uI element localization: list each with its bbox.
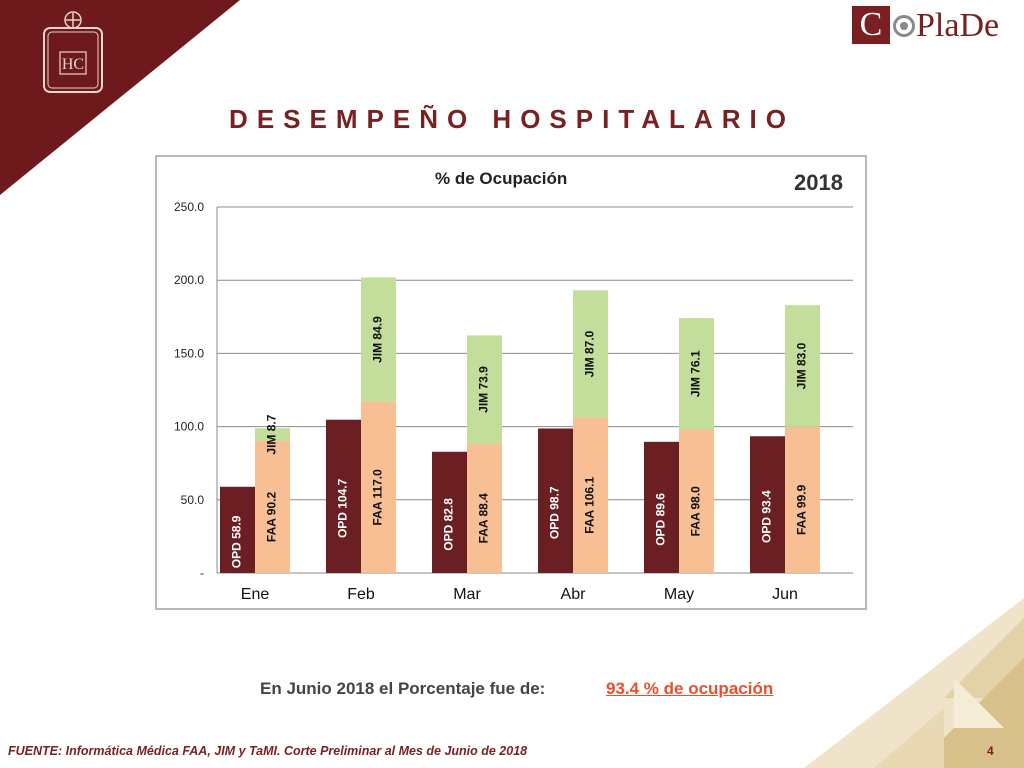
y-tick-label: - [200,566,204,580]
summary-value: 93.4 % de ocupación [606,679,774,698]
bar-faa [573,417,608,573]
x-tick-label: Abr [561,586,587,603]
bar-opd [538,428,573,573]
y-tick-label: 100.0 [174,420,204,434]
bar-jim [255,428,290,441]
data-label-opd: OPD 82.8 [442,498,456,551]
bar-jim [573,290,608,418]
data-label-faa: FAA 117.0 [371,469,385,526]
data-label-jim: JIM 8.7 [265,414,279,454]
source-note: FUENTE: Informática Médica FAA, JIM y Ta… [8,744,528,758]
corner-decoration-top-left [0,0,240,195]
y-tick-label: 150.0 [174,346,204,360]
corner-decoration-bottom-right [804,598,1024,768]
data-label-opd: OPD 98.7 [548,486,562,539]
bar-faa [361,401,396,573]
data-label-jim: JIM 76.1 [689,350,703,397]
bar-jim [467,335,502,444]
data-label-faa: FAA 88.4 [477,493,491,544]
x-tick-label: Feb [347,586,375,603]
x-tick-label: Mar [453,586,481,603]
page-title: DESEMPEÑO HOSPITALARIO [229,104,795,134]
bar-jim [679,318,714,430]
data-label-opd: OPD 93.4 [760,490,774,543]
x-tick-label: Ene [241,586,270,603]
bar-opd [644,441,679,573]
y-tick-label: 250.0 [174,200,204,214]
chart-year-label: 2018 [794,170,843,195]
data-label-opd: OPD 58.9 [230,515,244,568]
data-label-faa: FAA 90.2 [265,492,279,543]
data-label-jim: JIM 87.0 [583,330,597,377]
x-tick-label: Jun [772,586,798,603]
y-tick-label: 50.0 [181,493,205,507]
data-label-faa: FAA 106.1 [583,477,597,534]
bar-faa [679,429,714,573]
data-label-jim: JIM 83.0 [795,342,809,389]
bar-opd [326,419,361,573]
data-label-faa: FAA 99.9 [795,484,809,535]
bar-faa [255,440,290,573]
bar-opd [750,436,785,573]
bar-faa [467,443,502,573]
chart-title: % de Ocupación [435,169,568,188]
bar-jim [785,305,820,427]
data-label-faa: FAA 98.0 [689,486,703,537]
data-label-opd: OPD 104.7 [336,478,350,538]
bar-jim [361,277,396,402]
bar-faa [785,426,820,573]
y-tick-label: 200.0 [174,273,204,287]
data-label-jim: JIM 73.9 [477,366,491,413]
data-label-opd: OPD 89.6 [654,493,668,546]
hospital-crest-logo: HC [43,11,103,93]
coplade-logo: C PlaDe [852,6,1016,46]
page-number: 4 [987,744,994,758]
summary-text: En Junio 2018 el Porcentaje fue de: [260,679,546,698]
data-label-jim: JIM 84.9 [371,316,385,363]
x-tick-label: May [664,586,694,603]
crest-initials: HC [62,56,84,73]
bar-opd [220,486,255,573]
bar-opd [432,451,467,573]
